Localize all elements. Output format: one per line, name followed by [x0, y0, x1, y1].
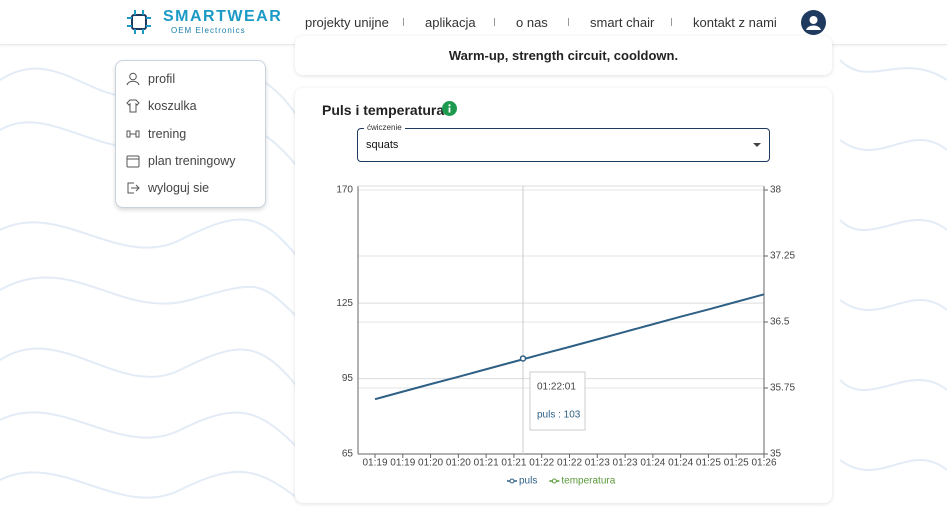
- select-arrow: [753, 143, 761, 147]
- x-tick-label: 01:20: [418, 458, 443, 469]
- nav-link[interactable]: kontakt z nami: [693, 15, 777, 30]
- icon: [126, 99, 140, 113]
- y-tick-label: 65: [342, 449, 354, 460]
- menu-item[interactable]: plan treningowy: [148, 154, 236, 168]
- x-tick-label: 01:26: [751, 458, 776, 469]
- x-tick-label: 01:25: [696, 458, 721, 469]
- menu-item[interactable]: trening: [148, 127, 187, 141]
- brand: SMARTWEAR: [163, 8, 283, 25]
- y2-tick-label: 37.25: [770, 251, 795, 262]
- logo: [127, 10, 151, 34]
- sidebar: profil koszulka trening plan treningowy …: [115, 60, 266, 208]
- icon: [127, 182, 140, 194]
- avatar[interactable]: [801, 10, 826, 35]
- y2-tick-label: 35: [770, 449, 782, 460]
- y2-tick-label: 36.5: [770, 317, 790, 328]
- select-value: squats: [366, 139, 399, 151]
- legend-label: temperatura: [561, 476, 615, 487]
- nav-separator: [494, 18, 495, 26]
- brand-subtitle: OEM Electronics: [171, 26, 246, 35]
- x-tick-label: 01:22: [557, 458, 582, 469]
- legend-label: puls: [519, 476, 537, 487]
- icon: [126, 72, 140, 86]
- tooltip-title: 01:22:01: [537, 382, 576, 393]
- nav-separator: [671, 18, 672, 26]
- x-tick-label: 01:22: [529, 458, 554, 469]
- nav-separator: [568, 18, 569, 26]
- menu-item[interactable]: profil: [148, 72, 176, 86]
- nav-link[interactable]: aplikacja: [425, 15, 476, 30]
- menu-item[interactable]: wyloguj sie: [148, 181, 210, 195]
- exercise-select[interactable]: ćwiczenie squats: [357, 123, 770, 162]
- info-icon[interactable]: [442, 101, 457, 116]
- summary-text: Warm-up, strength circuit, cooldown.: [448, 48, 679, 63]
- menu-item[interactable]: koszulka: [148, 99, 197, 113]
- y-tick-label: 95: [342, 373, 354, 384]
- x-tick-label: 01:24: [668, 458, 693, 469]
- y2-tick-label: 38: [770, 185, 782, 196]
- y-tick-label: 125: [336, 298, 353, 309]
- x-tick-label: 01:21: [474, 458, 499, 469]
- legend-dot: [551, 478, 557, 484]
- x-tick-label: 01:23: [585, 458, 610, 469]
- summary-card: Warm-up, strength circuit, cooldown.: [295, 36, 832, 75]
- nav-link[interactable]: smart chair: [590, 15, 655, 30]
- x-tick-label: 01:24: [640, 458, 665, 469]
- y-tick-label: 170: [336, 185, 353, 196]
- legend-dot: [509, 478, 515, 484]
- y2-tick-label: 35.75: [770, 383, 795, 394]
- nav-separator: [403, 18, 404, 26]
- x-tick-label: 01:25: [724, 458, 749, 469]
- x-tick-label: 01:20: [446, 458, 471, 469]
- select-label: ćwiczenie: [364, 123, 405, 132]
- x-tick-label: 01:19: [362, 458, 387, 469]
- x-tick-label: 01:23: [613, 458, 638, 469]
- card-title: Puls i temperatura: [322, 102, 445, 118]
- nav-link[interactable]: projekty unijne: [305, 15, 389, 30]
- nav-link[interactable]: o nas: [516, 15, 548, 30]
- x-tick-label: 01:19: [390, 458, 415, 469]
- series-line: [374, 293, 765, 401]
- chart-card: Puls i temperatura ćwiczenie squats: [295, 88, 832, 503]
- icon: [126, 130, 140, 138]
- tooltip: [529, 371, 586, 431]
- x-tick-label: 01:21: [501, 458, 526, 469]
- hover-point: [519, 355, 527, 362]
- icon: [126, 155, 140, 168]
- tooltip-text: puls : 103: [537, 410, 581, 421]
